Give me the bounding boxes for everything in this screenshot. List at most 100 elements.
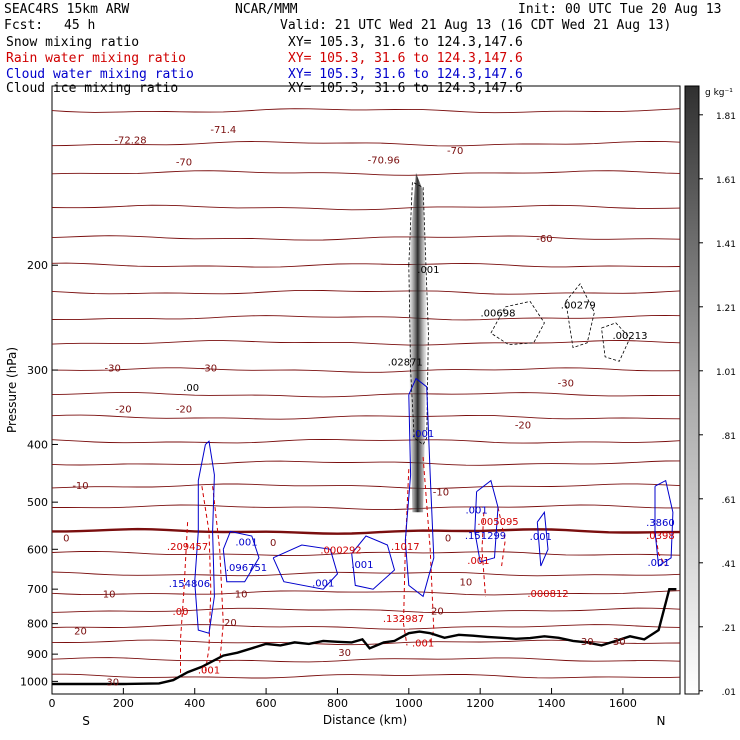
y-tick-label: 700 [27,583,48,596]
isotherm-line [51,108,681,114]
isotherm-label: 10 [103,590,116,601]
isotherm-label: -70.96 [368,156,400,167]
isotherm-line [51,414,681,420]
isotherm-line [52,504,680,511]
colorbar-tick-label: .61 [722,496,736,506]
x-tick-label: 200 [113,697,134,710]
xy-label-rain: XY= 105.3, 31.6 to 124.3,147.6 [288,51,523,66]
y-tick-label: 400 [27,438,48,451]
colorbar-tick-label: 1.21 [716,304,736,314]
isotherm-label: 30 [581,637,594,648]
isotherm-line [51,550,681,557]
rain-contour [481,512,486,597]
max-value-label: .001 [412,429,434,440]
colorbar-tick-label: .81 [722,432,736,442]
max-value-label: .000812 [527,589,568,600]
cloud-water-contour [194,440,215,634]
isotherm-label: 30 [338,648,351,659]
valid-time: Valid: 21 UTC Wed 21 Aug 13 (16 CDT Wed … [280,18,672,33]
isotherm-label: 20 [224,618,237,629]
y-tick-label: 900 [27,648,48,661]
isotherm-line [51,140,681,147]
max-value-label: .001 [465,505,487,516]
y-tick-label: 500 [27,496,48,509]
isotherm-line [51,460,681,466]
isotherm-label: 0 [63,533,69,544]
colorbar-tick-label: 1.41 [716,240,736,250]
max-value-label: .00213 [613,331,648,342]
max-value-label: .005095 [477,517,518,528]
xy-label-snow: XY= 105.3, 31.6 to 124.3,147.6 [288,35,523,50]
isotherm-label: 20 [74,627,87,638]
isotherm-label: 0 [270,538,276,549]
isotherm-line [51,367,681,373]
max-value-label: .001 [312,578,334,589]
cloud-ice-shading [408,173,427,513]
isotherm-line [51,262,681,268]
cloud-water-contour [474,479,499,563]
cloud-water-contour [404,377,435,598]
model-title: SEAC4RS 15km ARW [4,2,130,17]
isotherm-line [51,170,681,176]
isotherm-line [51,624,681,630]
field-label-snow: Snow mixing ratio [6,35,140,50]
y-tick-label: 200 [27,259,48,272]
max-value-label: .001 [647,558,669,569]
max-value-label: .02871 [388,357,423,368]
snow-contour [490,300,545,346]
forecast-label: Fcst: [4,18,44,33]
isotherm-label: -20 [176,404,192,415]
isotherm-label: 0 [445,533,451,544]
x-tick-label: 0 [49,697,56,710]
isotherm-line [51,439,681,444]
y-tick-label: 800 [27,618,48,631]
colorbar-tick-label: .01 [722,688,736,698]
y-axis-title: Pressure (hPa) [5,347,19,433]
freezing-isotherm [52,527,680,535]
isotherm-label: 30 [613,637,626,648]
field-label-cloud-water: Cloud water mixing ratio [6,67,194,82]
max-value-label: .209457 [167,542,208,553]
isotherm-line [52,673,681,679]
isotherm-label: 10 [460,578,473,589]
isotherm-line [51,289,681,295]
max-value-label: .0398 [646,531,675,542]
max-value-label: .00 [183,383,199,394]
plot-frame [51,85,681,695]
south-label: S [82,714,90,728]
x-tick-label: 400 [184,697,205,710]
isotherm-label: -30 [105,364,121,375]
rain-contour [212,486,224,663]
max-value-label: .1017 [391,542,420,553]
snow-contour [601,322,631,362]
max-value-label: .001 [417,265,439,276]
max-value-label: .096751 [226,563,267,574]
x-tick-label: 800 [327,697,348,710]
max-value-label: .001 [198,666,220,677]
cloud-ice-contour [408,181,429,446]
x-tick-label: 1600 [609,697,637,710]
isotherm-label: -30 [558,379,574,390]
isotherm-label: -70 [176,158,192,169]
isotherm-label: -20 [115,404,131,415]
max-value-label: .00698 [481,308,516,319]
y-tick-label: 1000 [20,675,48,688]
colorbar-unit: g kg⁻¹ [705,88,733,98]
field-label-rain: Rain water mixing ratio [6,51,187,66]
isotherm-label: -30 [201,364,217,375]
isotherm-line [51,235,681,241]
isotherm-label: -10 [433,488,449,499]
cloud-water-contour [536,510,549,567]
rain-contour [497,507,506,567]
isotherm-label: -71.4 [210,125,236,136]
isotherm-line [51,314,681,321]
xy-label-cloud-ice: XY= 105.3, 31.6 to 124.3,147.6 [288,81,523,96]
isotherm-label: -60 [536,234,552,245]
field-label-cloud-ice: Cloud ice mixing ratio [6,81,179,96]
isotherm-line [51,483,681,489]
x-axis-title: Distance (km) [323,713,407,727]
x-tick-label: 1000 [395,697,423,710]
colorbar [684,85,700,695]
isotherm-line [51,391,681,398]
